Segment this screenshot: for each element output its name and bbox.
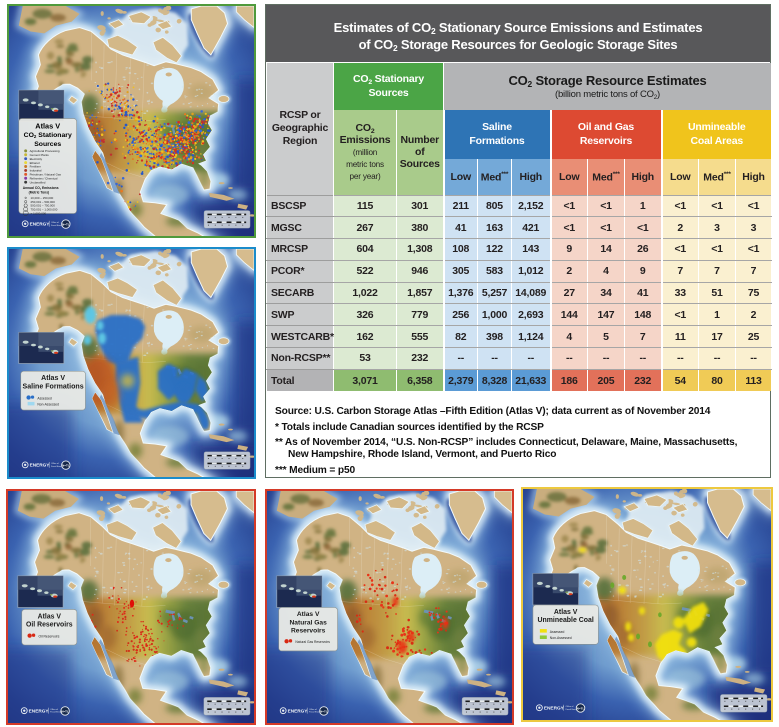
svg-text:Fossil Energy: Fossil Energy (50, 711, 63, 714)
svg-text:Office of: Office of (51, 222, 59, 224)
svg-text:Unmineable Coal: Unmineable Coal (538, 617, 594, 624)
svg-text:Fossil Energy: Fossil Energy (566, 709, 580, 711)
svg-text:N=TL: N=TL (62, 222, 70, 226)
svg-text:Non-Assessed: Non-Assessed (550, 636, 572, 640)
svg-text:Industrial: Industrial (30, 169, 42, 173)
svg-text:> 1,000,000: > 1,000,000 (31, 211, 47, 215)
svg-text:250,001 – 500,000: 250,001 – 500,000 (31, 200, 56, 204)
svg-text:Assessed: Assessed (37, 396, 52, 400)
svg-text:Office of: Office of (51, 463, 59, 465)
svg-text:CO2 Stationary: CO2 Stationary (24, 132, 72, 139)
svg-text:Cement Plants: Cement Plants (30, 153, 50, 157)
svg-text:Ethanol: Ethanol (30, 161, 40, 165)
svg-text:Non-Assessed: Non-Assessed (37, 403, 59, 407)
svg-text:Fossil Energy: Fossil Energy (309, 711, 322, 714)
svg-text:Unclassified: Unclassified (30, 180, 46, 184)
svg-text:Office of: Office of (309, 709, 317, 711)
svg-text:500,001 – 750,000: 500,001 – 750,000 (31, 204, 56, 208)
svg-text:Oil Reservoirs: Oil Reservoirs (39, 634, 60, 638)
svg-text:(Metric Tons): (Metric Tons) (29, 190, 50, 194)
svg-text:Refineries / Chemical: Refineries / Chemical (30, 176, 58, 180)
svg-text:Natural Gas: Natural Gas (290, 619, 328, 626)
svg-text:Reservoirs: Reservoirs (291, 628, 326, 635)
svg-text:Atlas V: Atlas V (41, 375, 65, 382)
svg-text:N=TL: N=TL (61, 709, 69, 713)
svg-text:Atlas V: Atlas V (38, 613, 62, 620)
svg-text:ENERGY: ENERGY (30, 222, 51, 227)
svg-text:Office of: Office of (50, 709, 58, 711)
svg-text:Oil Reservoirs: Oil Reservoirs (26, 622, 73, 629)
svg-text:Fertilizer: Fertilizer (30, 165, 41, 169)
svg-text:Atlas V: Atlas V (35, 121, 60, 130)
svg-text:Fossil Energy: Fossil Energy (51, 224, 64, 227)
svg-text:ENERGY: ENERGY (30, 463, 51, 468)
svg-text:Annual CO2 Emissions: Annual CO2 Emissions (23, 186, 59, 191)
svg-text:Fossil Energy: Fossil Energy (51, 466, 64, 468)
svg-text:10,000 – 250,000: 10,000 – 250,000 (31, 196, 54, 200)
svg-text:N=TL: N=TL (62, 464, 70, 468)
svg-text:Electricity: Electricity (30, 157, 43, 161)
svg-text:Assessed: Assessed (550, 630, 565, 634)
svg-text:N=TL: N=TL (320, 709, 328, 713)
svg-text:750,001 – 1,000,000: 750,001 – 1,000,000 (31, 207, 58, 211)
svg-text:Saline Formations: Saline Formations (23, 384, 84, 391)
svg-text:Agricultural Processing: Agricultural Processing (30, 149, 60, 153)
svg-text:ENERGY: ENERGY (544, 706, 565, 712)
svg-text:ENERGY: ENERGY (288, 709, 309, 715)
svg-text:Atlas V: Atlas V (554, 609, 578, 616)
svg-text:Natural Gas Reservoirs: Natural Gas Reservoirs (295, 640, 330, 644)
svg-text:Petroleum / Natural Gas: Petroleum / Natural Gas (30, 173, 62, 177)
svg-text:ENERGY: ENERGY (29, 709, 50, 715)
svg-text:Atlas V: Atlas V (297, 611, 320, 618)
svg-text:Office of: Office of (566, 706, 574, 708)
svg-text:N=TL: N=TL (577, 706, 585, 710)
svg-text:Sources: Sources (34, 141, 61, 148)
